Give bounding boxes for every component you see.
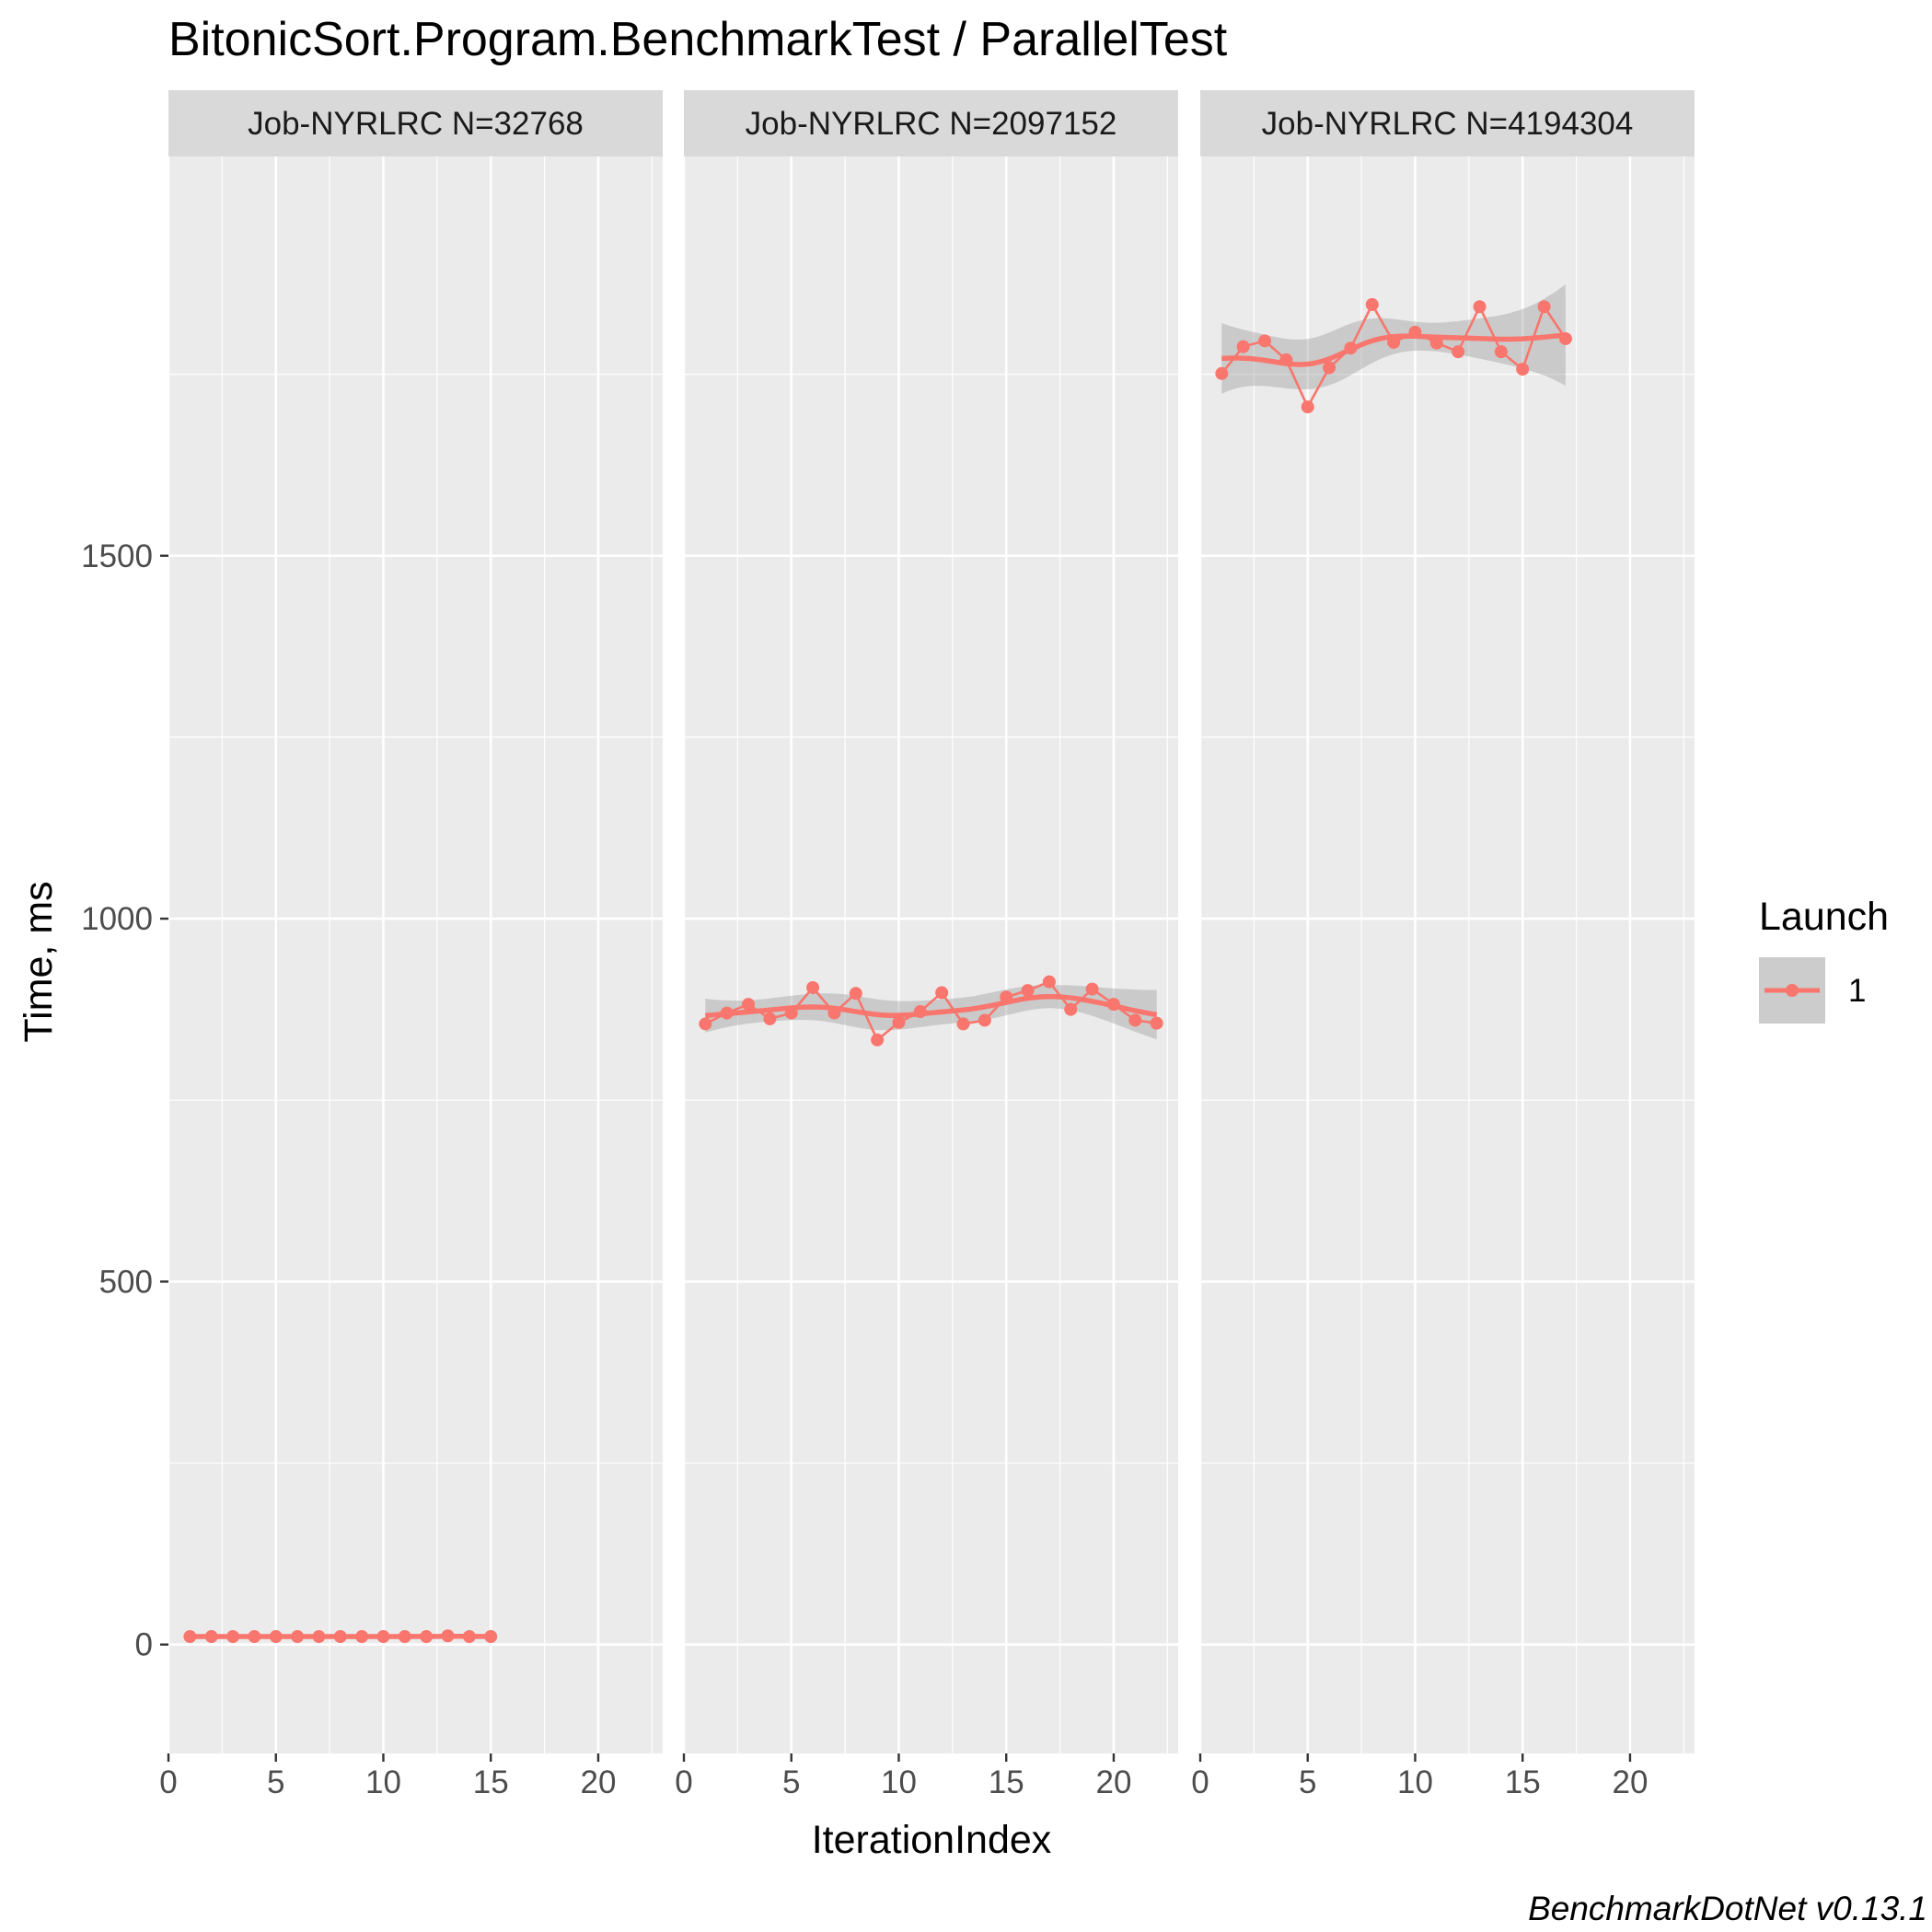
y-tick-label: 1500 — [81, 538, 153, 574]
x-tick-label: 20 — [1095, 1764, 1131, 1800]
facet-strip-label: Job-NYRLRC N=2097152 — [746, 106, 1117, 142]
x-tick-label: 10 — [365, 1764, 401, 1800]
facet-panel-3: Job-NYRLRC N=4194304 0 5 10 15 20 — [1191, 90, 1695, 1827]
facet-panel-1: Job-NYRLRC N=32768 0 5 10 15 20 — [159, 90, 663, 1827]
data-point — [1516, 363, 1530, 376]
data-point — [1473, 300, 1487, 314]
facet-strip — [1200, 90, 1695, 156]
panel-background — [684, 156, 1178, 1753]
data-point — [784, 1006, 798, 1020]
data-point — [1150, 1016, 1163, 1030]
data-point — [1215, 366, 1229, 380]
y-tick-label: 0 — [135, 1627, 153, 1663]
data-point — [1021, 984, 1035, 998]
data-point — [1301, 400, 1314, 414]
facet-strip-label: Job-NYRLRC N=4194304 — [1262, 106, 1634, 142]
chart-title: BitonicSort.Program.BenchmarkTest / Para… — [168, 13, 1228, 66]
data-point — [333, 1630, 347, 1644]
panel-background — [168, 156, 663, 1753]
facet-strip — [168, 90, 663, 156]
data-point — [441, 1629, 455, 1643]
x-tick-label: 0 — [1191, 1764, 1209, 1800]
data-point — [1408, 325, 1422, 339]
data-point — [1258, 334, 1272, 348]
x-tick-label: 20 — [580, 1764, 616, 1800]
caption: BenchmarkDotNet v0.13.1 — [1528, 1890, 1927, 1927]
data-point — [1344, 341, 1358, 355]
data-point — [1558, 331, 1572, 345]
data-point — [398, 1630, 411, 1644]
x-tick-label: 15 — [1505, 1764, 1541, 1800]
data-point — [1429, 336, 1443, 350]
data-point — [312, 1630, 326, 1644]
data-point — [1323, 361, 1336, 375]
data-point — [204, 1630, 218, 1644]
x-tick-label: 10 — [881, 1764, 917, 1800]
x-tick-label: 0 — [675, 1764, 692, 1800]
data-point — [355, 1630, 369, 1644]
data-point — [1365, 297, 1379, 311]
x-tick-label: 5 — [267, 1764, 284, 1800]
x-tick-label: 15 — [473, 1764, 509, 1800]
data-point — [183, 1630, 197, 1644]
data-point — [420, 1630, 434, 1644]
x-tick-label: 20 — [1612, 1764, 1648, 1800]
data-point — [935, 986, 949, 1000]
data-point — [1279, 353, 1293, 366]
data-point — [1537, 300, 1551, 314]
data-point — [1000, 990, 1013, 1004]
data-point — [1128, 1013, 1142, 1027]
data-point — [376, 1630, 390, 1644]
y-tick-label: 1000 — [81, 901, 153, 937]
y-axis-title: Time, ms — [17, 881, 61, 1042]
data-point — [978, 1013, 991, 1027]
data-point — [1064, 1002, 1078, 1016]
x-tick-label: 0 — [159, 1764, 177, 1800]
data-point — [1106, 998, 1120, 1012]
facet-strip — [684, 90, 1178, 156]
x-tick-label: 10 — [1397, 1764, 1433, 1800]
data-point — [1236, 340, 1250, 353]
data-point — [484, 1630, 498, 1644]
data-point — [269, 1630, 283, 1644]
data-point — [871, 1033, 885, 1047]
legend: Launch 1 — [1759, 895, 1889, 1024]
data-point — [699, 1017, 712, 1031]
panel-background — [1200, 156, 1695, 1753]
data-point — [913, 1005, 927, 1019]
data-point — [806, 980, 820, 994]
smooth-line — [705, 993, 1158, 1019]
y-tick-label: 500 — [99, 1264, 153, 1300]
facet-panel-2: Job-NYRLRC N=2097152 0 5 10 15 20 — [675, 90, 1178, 1827]
legend-key-point — [1786, 984, 1799, 997]
facet-strip-label: Job-NYRLRC N=32768 — [248, 106, 584, 142]
data-point — [763, 1012, 777, 1025]
data-point — [226, 1630, 240, 1644]
data-point — [742, 998, 756, 1012]
data-point — [849, 987, 862, 1001]
data-point — [720, 1006, 734, 1020]
x-axis-title: IterationIndex — [812, 1818, 1052, 1862]
data-point — [1452, 345, 1465, 359]
data-point — [462, 1630, 476, 1644]
y-axis: 0 500 1000 1500 — [81, 538, 168, 1663]
data-point — [291, 1630, 305, 1644]
data-point — [956, 1017, 970, 1031]
x-tick-label: 15 — [989, 1764, 1024, 1800]
data-point — [827, 1006, 841, 1020]
x-tick-label: 5 — [782, 1764, 800, 1800]
data-point — [1085, 982, 1099, 996]
legend-label: 1 — [1848, 973, 1866, 1009]
data-point — [1494, 345, 1508, 359]
x-tick-label: 5 — [1299, 1764, 1316, 1800]
legend-title: Launch — [1759, 895, 1889, 939]
data-point — [1042, 975, 1056, 989]
data-point — [1387, 335, 1401, 349]
data-point — [892, 1015, 906, 1029]
data-point — [248, 1630, 261, 1644]
